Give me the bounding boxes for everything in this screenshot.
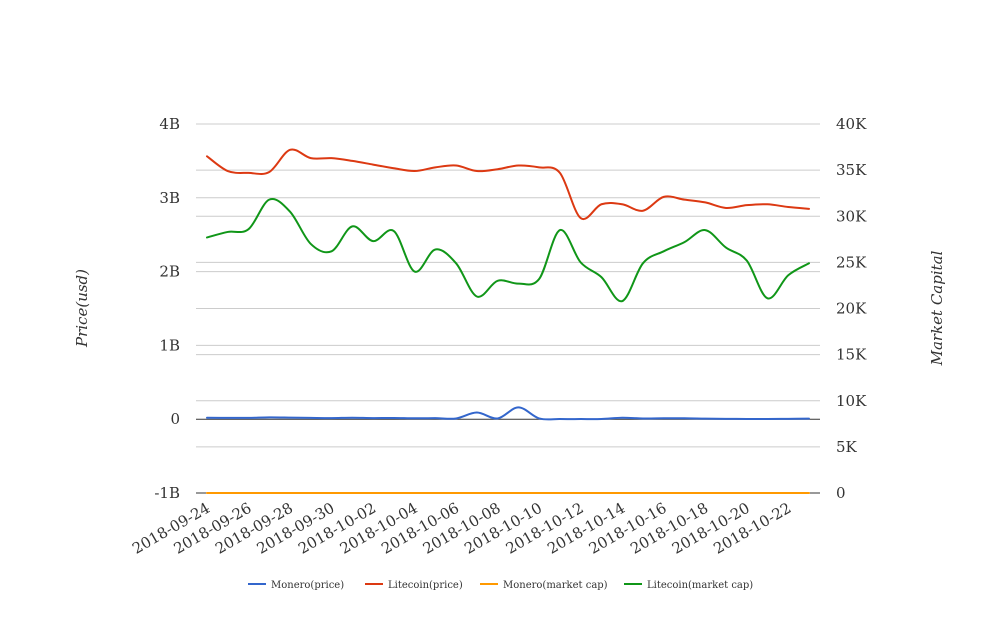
- right-tick-label: 30K: [836, 207, 867, 225]
- gridlines: [196, 123, 820, 494]
- right-tick-label: 35K: [836, 161, 867, 179]
- left-tick-label: 1B: [159, 336, 180, 354]
- right-tick-label: 5K: [836, 438, 858, 456]
- left-y-axis: -1B 0 1B 2B 3B 4B: [154, 115, 180, 502]
- left-tick-label: 2B: [159, 263, 180, 281]
- left-tick-label: 4B: [159, 115, 180, 133]
- left-tick-label: 0: [170, 410, 180, 428]
- series-line-litecoin-market-cap: [206, 198, 810, 303]
- left-tick-label: -1B: [154, 484, 180, 502]
- right-axis-title: Market Capital: [928, 250, 946, 366]
- right-tick-label: 40K: [836, 115, 867, 133]
- x-axis: 2018-09-242018-09-262018-09-282018-09-30…: [129, 499, 794, 558]
- series-lines: [206, 148, 810, 495]
- legend-label-litecoin-price: Litecoin(price): [388, 580, 463, 591]
- series-line-monero-price: [206, 406, 810, 421]
- series-line-litecoin-price: [206, 148, 810, 221]
- legend-label-monero-market-cap: Monero(market cap): [503, 580, 608, 591]
- right-tick-label: 10K: [836, 392, 867, 410]
- right-tick-label: 25K: [836, 253, 867, 271]
- right-tick-label: 20K: [836, 300, 867, 318]
- legend-label-litecoin-market-cap: Litecoin(market cap): [647, 580, 753, 591]
- right-y-axis: 0 5K 10K 15K 20K 25K 30K 35K 40K: [836, 115, 867, 502]
- right-tick-label: 15K: [836, 346, 867, 364]
- legend: Monero(price) Litecoin(price) Monero(marke…: [248, 580, 753, 591]
- legend-label-monero-price: Monero(price): [271, 580, 344, 591]
- left-tick-label: 3B: [159, 189, 180, 207]
- left-axis-title: Price(usd): [73, 269, 91, 348]
- right-tick-label: 0: [836, 484, 846, 502]
